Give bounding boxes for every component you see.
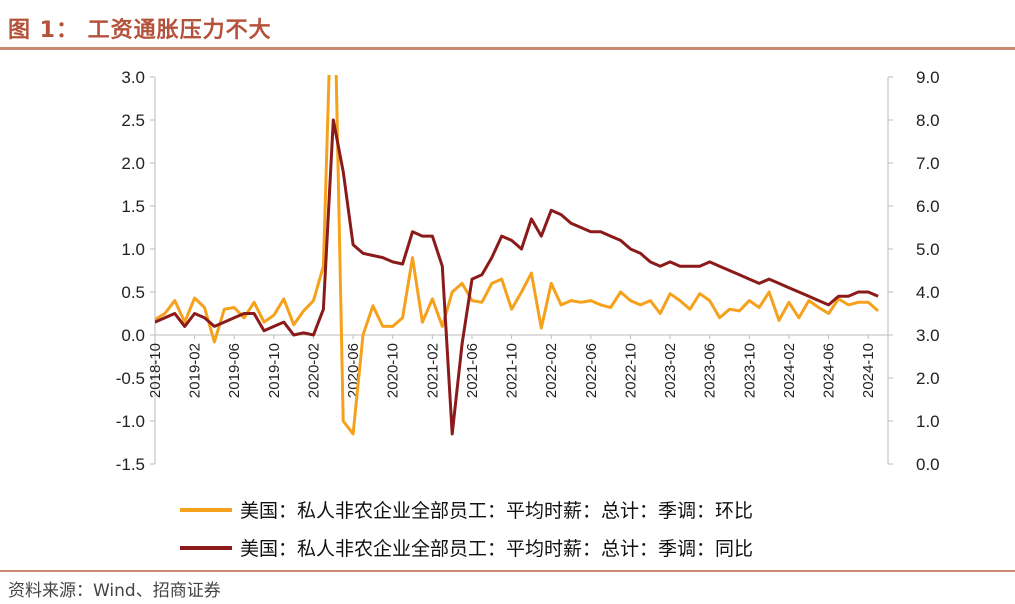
x-tick-label: 2022-02 (543, 343, 560, 398)
top-rule (0, 47, 1015, 50)
x-tick-label: 2024-10 (860, 343, 877, 398)
right-tick-label: 2.0 (916, 369, 940, 388)
right-tick-label: 1.0 (916, 412, 940, 431)
x-tick-label: 2019-06 (226, 343, 243, 398)
chart-series (155, 75, 880, 436)
left-tick-label: 2.0 (121, 154, 145, 173)
series-line-mom (155, 75, 880, 436)
chart: 3.0 2.5 2.0 1.5 1.0 0.5 0.0 -0.5 -1.0 -1.5 9.0 8.0 7… (116, 68, 940, 560)
x-tick-label: 2019-02 (187, 343, 204, 398)
x-tick-label: 2018-10 (147, 343, 164, 398)
series-line-yoy (155, 118, 879, 436)
right-tick-label: 4.0 (916, 283, 940, 302)
x-tick-label: 2024-02 (781, 343, 798, 398)
left-tick-label: 3.0 (121, 68, 145, 87)
left-tick-label: 2.5 (121, 111, 145, 130)
left-tick-label: 1.0 (121, 240, 145, 259)
x-tick-label: 2021-02 (424, 343, 441, 398)
chart-legend: 美国：私人非农企业全部员工：平均时薪：总计：季调：环比美国：私人非农企业全部员工… (180, 500, 753, 560)
chart-axes: 3.0 2.5 2.0 1.5 1.0 0.5 0.0 -0.5 -1.0 -1.5 9.0 8.0 7… (116, 68, 940, 474)
left-tick-label: 0.5 (121, 283, 145, 302)
x-tick-label: 2020-02 (305, 343, 322, 398)
x-tick-label: 2024-06 (821, 343, 838, 398)
left-tick-label: 1.5 (121, 197, 145, 216)
left-tick-label: -1.0 (116, 412, 145, 431)
right-tick-label: 9.0 (916, 68, 940, 87)
x-tick-label: 2022-06 (583, 343, 600, 398)
left-tick-label: -1.5 (116, 455, 145, 474)
left-tick-label: 0.0 (121, 326, 145, 345)
bottom-rule (0, 570, 1015, 572)
x-tick-label: 2019-10 (266, 343, 283, 398)
legend-label-yoy: 美国：私人非农企业全部员工：平均时薪：总计：季调：同比 (240, 538, 753, 560)
x-tick-label: 2021-06 (464, 343, 481, 398)
right-tick-label: 0.0 (916, 455, 940, 474)
x-tick-label: 2021-10 (504, 343, 521, 398)
legend-label-mom: 美国：私人非农企业全部员工：平均时薪：总计：季调：环比 (240, 500, 753, 522)
source-note: 资料来源：Wind、招商证券 (8, 581, 221, 601)
right-tick-label: 7.0 (916, 154, 940, 173)
x-tick-label: 2022-10 (622, 343, 639, 398)
right-tick-label: 5.0 (916, 240, 940, 259)
x-tick-label: 2020-10 (385, 343, 402, 398)
x-tick-label: 2023-10 (741, 343, 758, 398)
figure-title: 图 1： 工资通胀压力不大 (8, 18, 272, 43)
right-tick-label: 8.0 (916, 111, 940, 130)
right-tick-label: 3.0 (916, 326, 940, 345)
right-tick-label: 6.0 (916, 197, 940, 216)
left-tick-label: -0.5 (116, 369, 145, 388)
x-tick-label: 2023-06 (702, 343, 719, 398)
x-tick-label: 2023-02 (662, 343, 679, 398)
